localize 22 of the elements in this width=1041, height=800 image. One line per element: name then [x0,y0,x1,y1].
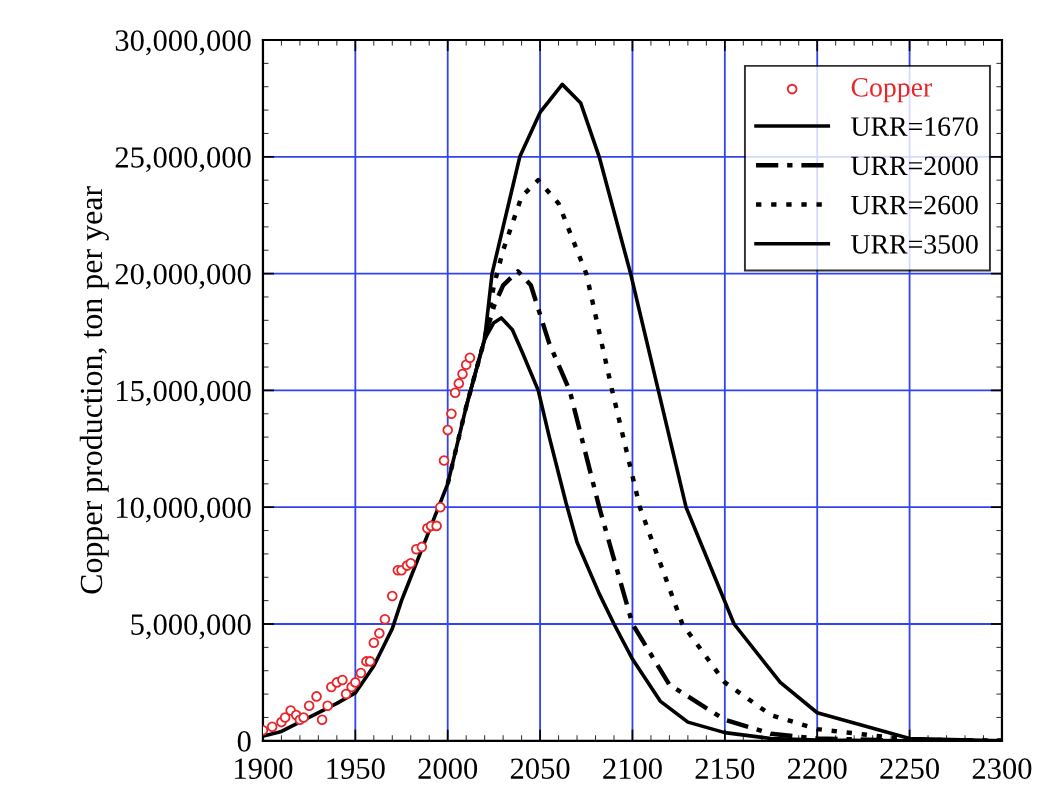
x-tick-label: 2300 [972,758,1032,779]
x-tick-label: 2200 [788,758,847,779]
y-tick-label: 30,000,000 [115,30,251,56]
legend-label: URR=3500 [851,234,978,254]
x-tick-label: 1900 [235,758,293,779]
y-tick-label: 20,000,000 [115,263,251,289]
x-tick-label: 2050 [510,758,570,779]
legend-label: URR=2000 [851,156,978,176]
legend-label: URR=1670 [851,117,978,136]
x-tick-label: 2100 [603,758,662,779]
x-tick-label: 2150 [695,758,755,779]
x-tick-label: 2000 [418,758,478,779]
x-tick-label: 1950 [327,758,385,779]
y-axis-title: Copper production, ton per year [79,186,109,594]
legend-label: Copper [851,78,933,103]
y-tick-label: 25,000,000 [115,147,251,173]
x-tick-label: 2250 [880,758,939,779]
y-tick-label: 5,000,000 [131,614,251,640]
y-tick-label: 15,000,000 [117,380,251,406]
legend-label: URR=2600 [851,195,978,215]
y-tick-label: 10,000,000 [117,497,251,523]
y-tick-label: 0 [237,731,251,752]
